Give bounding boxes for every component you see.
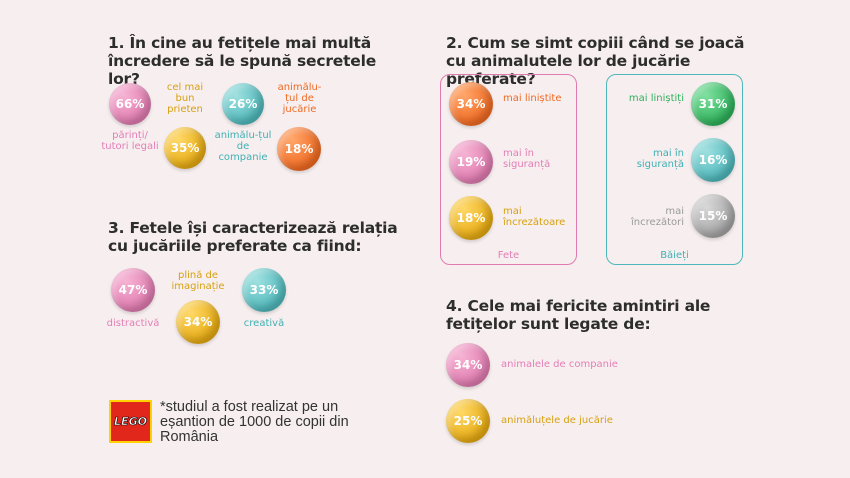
bubble-parents: 66%: [109, 83, 151, 125]
boys-box: [606, 74, 743, 265]
label-boys: Băieți: [660, 250, 689, 261]
bubble-toys-memories: 25%: [446, 399, 490, 443]
label-boys-confident: mai încrezători: [631, 206, 684, 228]
label-girls-calm: mai liniștite: [503, 93, 562, 104]
bubble-girls-confident: 18%: [449, 196, 493, 240]
label-toys-memories: animăluțele de jucărie: [501, 415, 613, 426]
label-boys-calm: mai liniștiți: [628, 93, 684, 104]
label-pet: animălu-țul de companie: [214, 130, 272, 163]
label-boys-safe: mai în siguranță: [636, 148, 684, 170]
bubble-creative: 33%: [242, 268, 286, 312]
girls-box: [440, 74, 577, 265]
label-best-friend: cel mai bun prieten: [166, 82, 204, 115]
bubble-boys-confident: 15%: [691, 194, 735, 238]
bubble-girls-calm: 34%: [449, 82, 493, 126]
bubble-girls-safe: 19%: [449, 140, 493, 184]
section3-title: 3. Fetele își caracterizează relația cu …: [108, 219, 398, 255]
label-girls: Fete: [497, 250, 520, 261]
bubble-boys-calm: 31%: [691, 82, 735, 126]
bubble-pets-memories: 34%: [446, 343, 490, 387]
label-pets-memories: animalele de companie: [501, 359, 618, 370]
label-creative: creativă: [243, 318, 285, 329]
label-toy-animal: animălu-țul de jucărie: [277, 82, 322, 115]
bubble-toy-animal: 18%: [277, 127, 321, 171]
section4-title: 4. Cele mai fericite amintiri ale fetițe…: [446, 297, 711, 333]
study-note: *studiul a fost realizat pe un eșantion …: [160, 399, 349, 445]
label-girls-confident: mai încrezătoare: [503, 206, 566, 228]
section1-title: 1. În cine au fetițele mai multă încrede…: [108, 34, 377, 88]
bubble-pet: 26%: [222, 83, 264, 125]
label-imagination: plină de imaginație: [171, 270, 225, 292]
lego-logo: LEGO: [109, 400, 152, 443]
bubble-best-friend: 35%: [164, 127, 206, 169]
bubble-imagination: 34%: [176, 300, 220, 344]
label-parents: părinți/ tutori legali: [101, 130, 159, 152]
label-girls-safe: mai în siguranță: [503, 148, 551, 170]
bubble-boys-safe: 16%: [691, 138, 735, 182]
label-fun: distractivă: [106, 318, 160, 329]
bubble-fun: 47%: [111, 268, 155, 312]
